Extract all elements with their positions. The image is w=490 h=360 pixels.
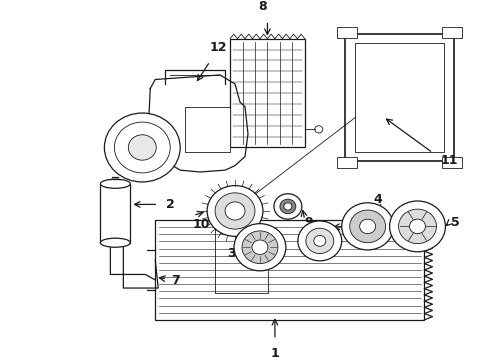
Circle shape — [128, 135, 156, 160]
Text: 11: 11 — [441, 154, 459, 167]
Bar — [355, 43, 444, 152]
Text: 3: 3 — [227, 247, 236, 260]
Bar — [442, 157, 463, 168]
Circle shape — [114, 122, 170, 173]
Circle shape — [280, 199, 296, 214]
Bar — [155, 220, 424, 320]
Text: 1: 1 — [270, 347, 279, 360]
Bar — [345, 34, 454, 161]
Ellipse shape — [100, 238, 130, 247]
Bar — [185, 107, 230, 152]
Circle shape — [207, 185, 263, 237]
Circle shape — [104, 113, 180, 182]
Circle shape — [350, 210, 386, 243]
Circle shape — [398, 209, 437, 244]
Circle shape — [274, 194, 302, 219]
Text: 8: 8 — [258, 0, 267, 13]
Circle shape — [234, 224, 286, 271]
Bar — [230, 39, 305, 148]
Circle shape — [252, 240, 268, 255]
Text: 4: 4 — [373, 193, 382, 206]
Circle shape — [306, 228, 334, 253]
Bar — [442, 27, 463, 38]
Circle shape — [410, 219, 425, 234]
Circle shape — [360, 219, 376, 234]
Bar — [337, 157, 357, 168]
Circle shape — [215, 193, 255, 229]
Bar — [337, 27, 357, 38]
Polygon shape — [148, 75, 248, 172]
Text: 5: 5 — [451, 216, 460, 229]
Bar — [100, 184, 130, 243]
Circle shape — [284, 203, 292, 210]
Ellipse shape — [100, 179, 130, 188]
Circle shape — [242, 231, 278, 264]
Circle shape — [390, 201, 445, 252]
Text: 9: 9 — [305, 216, 314, 229]
Circle shape — [342, 203, 393, 250]
Text: 12: 12 — [209, 41, 227, 54]
Circle shape — [298, 221, 342, 261]
Text: 6: 6 — [345, 218, 353, 231]
Circle shape — [225, 202, 245, 220]
Circle shape — [315, 126, 323, 133]
Text: 10: 10 — [193, 218, 210, 231]
Text: 7: 7 — [171, 274, 179, 287]
Circle shape — [314, 235, 326, 246]
Text: 2: 2 — [166, 198, 175, 211]
